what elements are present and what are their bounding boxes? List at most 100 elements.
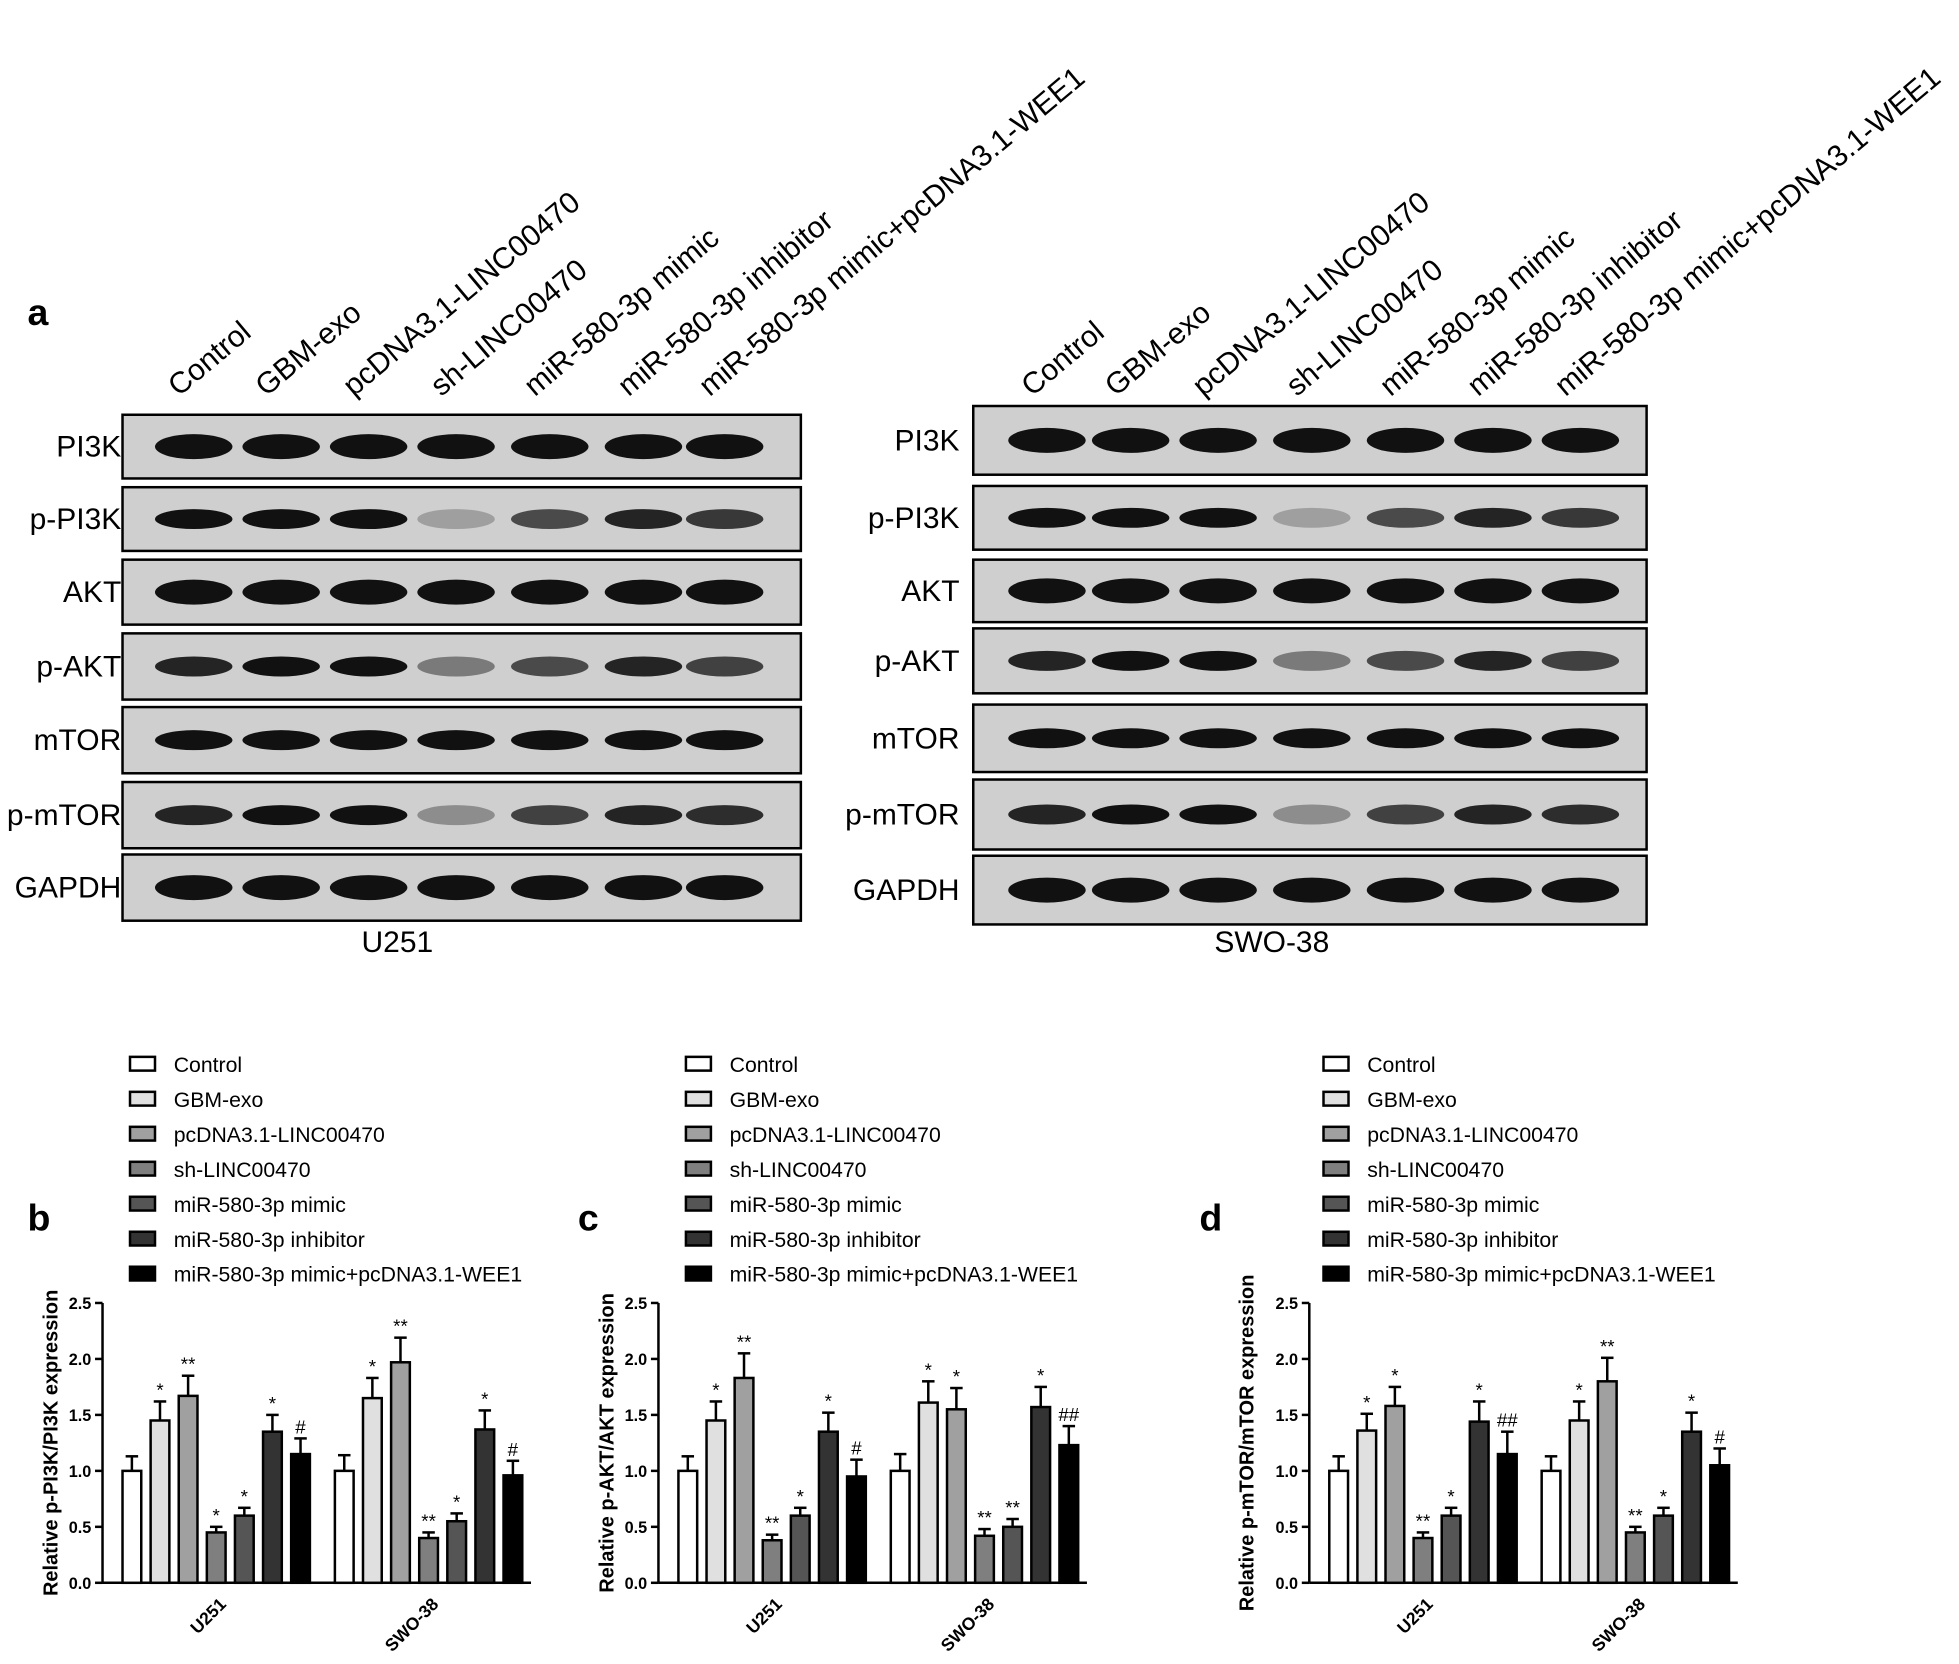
blot-band: [242, 730, 320, 751]
bar: [1440, 1514, 1462, 1585]
significance-label: *: [369, 1356, 376, 1377]
legend-label: miR-580-3p mimic: [1367, 1194, 1540, 1217]
bar: [733, 1376, 755, 1585]
bar: [1652, 1514, 1675, 1585]
significance-label: *: [797, 1486, 804, 1507]
blot-band: [1008, 650, 1086, 671]
blot-band: [511, 875, 589, 901]
blot-band: [154, 509, 233, 530]
legend-label: sh-LINC00470: [174, 1159, 311, 1182]
lane-label: Control: [162, 315, 257, 402]
blot-band: [1179, 728, 1257, 749]
significance-label: **: [393, 1316, 408, 1337]
significance-label: *: [1688, 1391, 1695, 1412]
legend-label: pcDNA3.1-LINC00470: [730, 1124, 941, 1147]
blot-band: [685, 509, 764, 530]
blot-band: [1008, 507, 1086, 528]
significance-label: #: [508, 1439, 519, 1460]
blot-band: [1366, 650, 1445, 671]
y-axis-label: Relative p-PI3K/PI3K expression: [41, 1290, 63, 1596]
significance-label: *: [269, 1393, 276, 1414]
blot-band: [1454, 578, 1532, 604]
blot-band: [417, 656, 495, 677]
blot-band: [154, 805, 233, 826]
protein-label: mTOR: [34, 724, 122, 757]
blot-band: [417, 579, 495, 605]
blot-band: [1091, 507, 1170, 528]
blot-band: [242, 805, 320, 826]
legend-swatch: [128, 1195, 157, 1212]
blot-band: [1366, 578, 1445, 604]
blot-band: [242, 579, 320, 605]
significance-label: *: [1037, 1365, 1044, 1386]
significance-label: *: [453, 1491, 460, 1512]
legend-label: miR-580-3p mimic+pcDNA3.1-WEE1: [730, 1264, 1078, 1287]
significance-label: *: [825, 1391, 832, 1412]
significance-label: **: [1600, 1336, 1615, 1357]
bar: [1468, 1420, 1490, 1585]
legend-swatch: [684, 1160, 713, 1177]
legend-swatch: [128, 1160, 157, 1177]
blot-band: [685, 730, 764, 751]
significance-label: *: [1575, 1379, 1582, 1400]
significance-label: *: [925, 1359, 932, 1380]
bar: [205, 1531, 227, 1585]
blot-band: [242, 656, 320, 677]
bar: [705, 1419, 727, 1585]
y-tick-label: 2.0: [69, 1351, 92, 1369]
blot-band: [1541, 578, 1620, 604]
bar: [149, 1419, 171, 1585]
significance-label: *: [1660, 1486, 1667, 1507]
bar: [1030, 1405, 1052, 1585]
bar: [1356, 1429, 1378, 1585]
legend-swatch: [1322, 1230, 1350, 1247]
bar: [761, 1539, 783, 1585]
y-tick-label: 2.0: [625, 1351, 648, 1369]
protein-label: AKT: [901, 575, 959, 608]
blot-band: [1273, 877, 1351, 903]
blot-band: [1454, 877, 1532, 903]
blot-band: [511, 805, 589, 826]
y-tick-label: 2.0: [1275, 1351, 1298, 1369]
x-tick-label: SWO-38: [1588, 1594, 1650, 1656]
blot-band: [685, 805, 764, 826]
blot-band: [1091, 877, 1170, 903]
significance-label: *: [1391, 1365, 1398, 1386]
legend-swatch: [684, 1195, 713, 1212]
cell-line-label: SWO-38: [1214, 926, 1329, 959]
legend-label: miR-580-3p mimic+pcDNA3.1-WEE1: [174, 1264, 522, 1287]
blot-band: [1454, 507, 1532, 528]
legend-label: sh-LINC00470: [1367, 1159, 1504, 1182]
bar: [389, 1361, 412, 1585]
y-tick-label: 0.0: [69, 1575, 92, 1593]
blot-band: [154, 656, 233, 677]
protein-label: GAPDH: [15, 872, 122, 905]
bar: [917, 1401, 939, 1585]
blot-band: [1366, 728, 1445, 749]
blot-band: [329, 656, 408, 677]
blot-band: [1008, 877, 1086, 903]
protein-label: AKT: [63, 576, 121, 609]
legend-label: miR-580-3p inhibitor: [1367, 1229, 1558, 1252]
legend-label: miR-580-3p mimic: [174, 1194, 347, 1217]
bar: [333, 1469, 355, 1585]
blot-band: [1179, 578, 1257, 604]
blot-band: [417, 805, 495, 826]
bar: [1624, 1531, 1646, 1585]
blot-band: [242, 434, 320, 460]
blot-band: [1366, 804, 1445, 825]
y-axis-label: Relative p-mTOR/mTOR expression: [1236, 1275, 1258, 1612]
blot-band: [1366, 427, 1445, 453]
legend-label: GBM-exo: [1367, 1089, 1457, 1112]
legend-swatch: [128, 1265, 157, 1282]
legend-swatch: [128, 1230, 157, 1247]
blot-band: [604, 509, 683, 530]
blot-band: [329, 579, 408, 605]
legend-label: miR-580-3p inhibitor: [174, 1229, 365, 1252]
y-tick-label: 0.5: [625, 1519, 648, 1537]
protein-label: p-AKT: [875, 645, 960, 678]
bar: [261, 1430, 284, 1585]
legend-swatch: [1322, 1160, 1350, 1177]
bar: [817, 1430, 839, 1585]
protein-label: p-AKT: [36, 650, 121, 683]
